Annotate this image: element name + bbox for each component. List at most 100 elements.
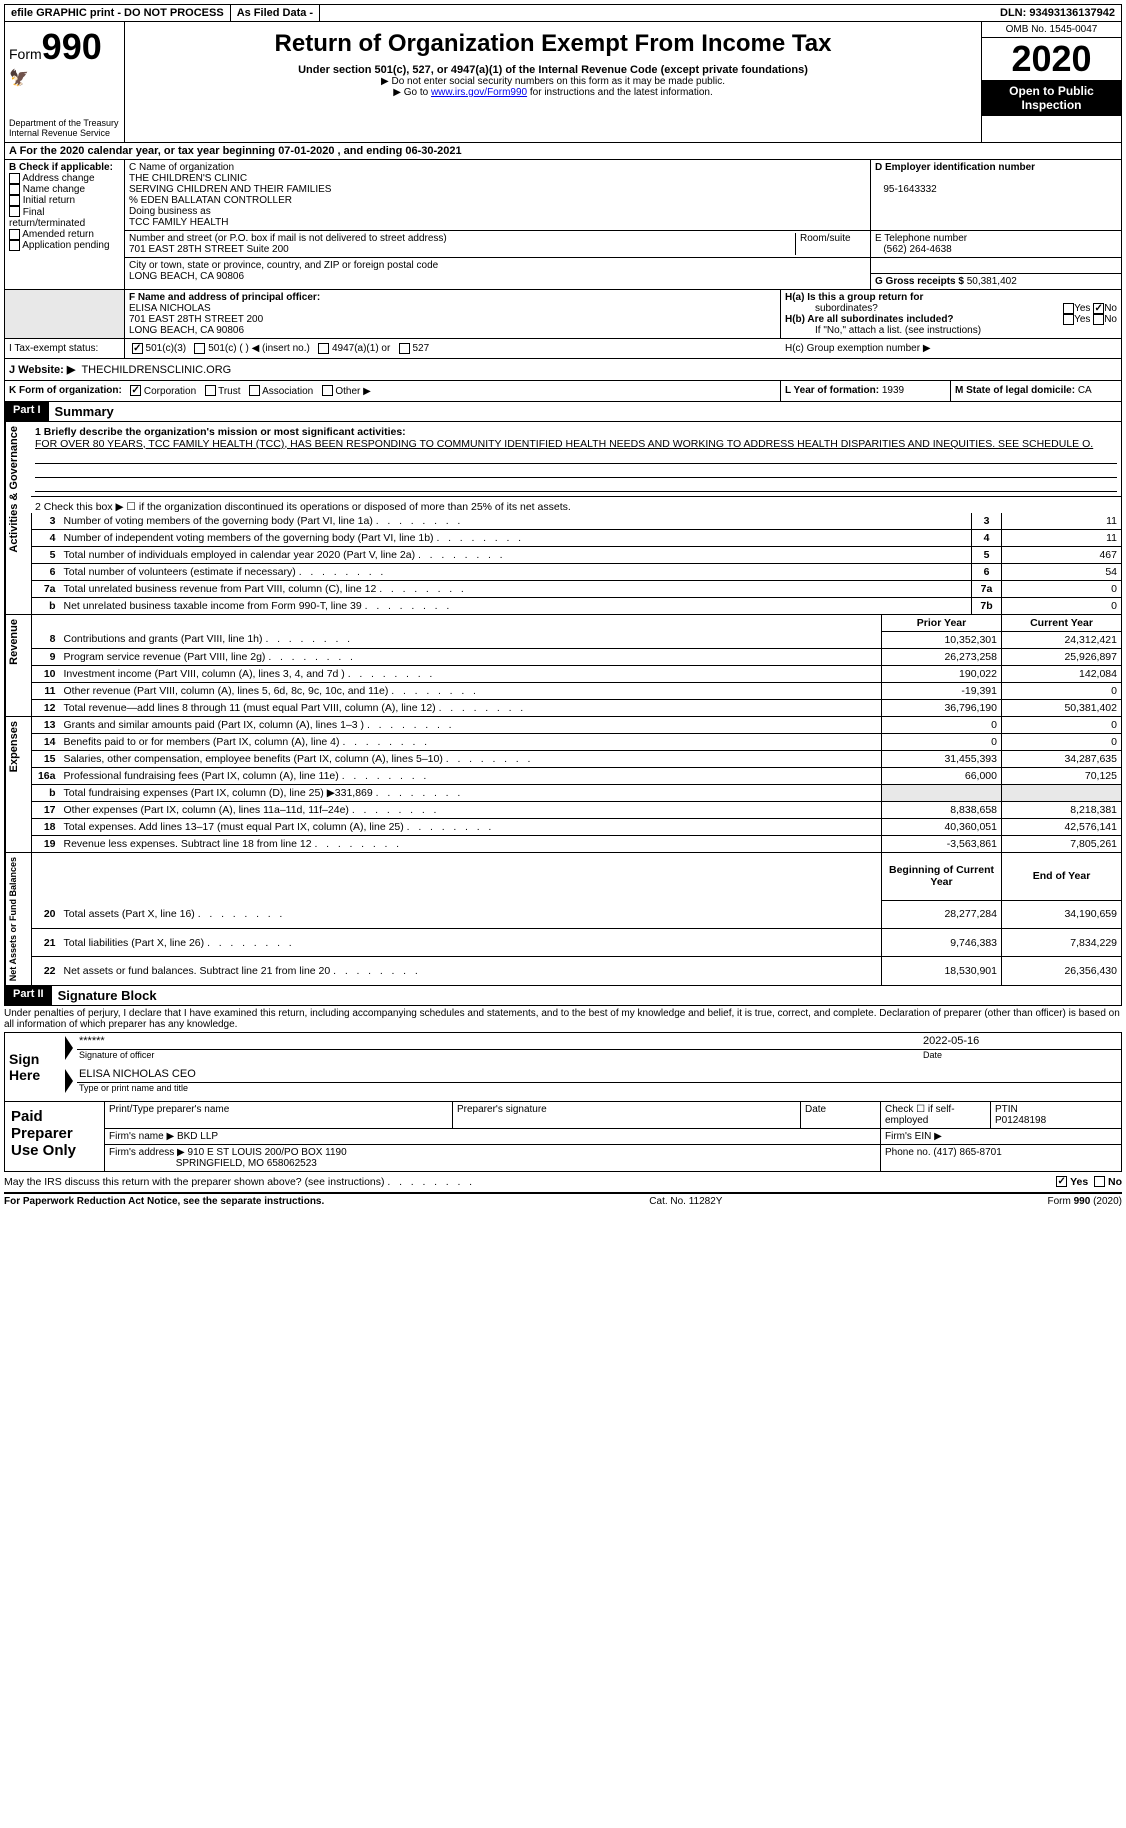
summary-row: 4 Number of independent voting members o… bbox=[32, 529, 1122, 546]
section-g: G Gross receipts $ 50,381,402 bbox=[871, 274, 1121, 290]
governance-table: 3 Number of voting members of the govern… bbox=[31, 513, 1122, 615]
part-i-tag: Part I bbox=[5, 402, 49, 421]
row-a-tax-year: A For the 2020 calendar year, or tax yea… bbox=[4, 143, 1122, 160]
discuss-yes-checkbox[interactable] bbox=[1056, 1176, 1067, 1187]
addr-line2: SPRINGFIELD, MO 658062523 bbox=[176, 1158, 317, 1169]
b-item-label: Initial return bbox=[23, 195, 75, 206]
phone-label: Phone no. bbox=[885, 1147, 931, 1158]
officer-name-title: ELISA NICHOLAS CEO bbox=[77, 1066, 1121, 1083]
i-options: 501(c)(3) 501(c) ( ) ◀ (insert no.) 4947… bbox=[125, 339, 781, 358]
i-checkbox[interactable] bbox=[318, 343, 329, 354]
b-checkbox[interactable] bbox=[9, 184, 20, 195]
ha-no-checkbox[interactable] bbox=[1093, 303, 1104, 314]
governance-label: Activities & Governance bbox=[5, 422, 31, 615]
col-header-row: Beginning of Current Year End of Year bbox=[32, 853, 1122, 901]
revenue-table: Prior Year Current Year 8 Contributions … bbox=[31, 615, 1122, 717]
goto-pre: ▶ Go to bbox=[393, 87, 431, 98]
ssn-note: ▶ Do not enter social security numbers o… bbox=[133, 76, 973, 87]
form-subtitle: Under section 501(c), 527, or 4947(a)(1)… bbox=[133, 64, 973, 76]
firm-ein: Firm's EIN ▶ bbox=[881, 1129, 1121, 1144]
b-checkbox[interactable] bbox=[9, 173, 20, 184]
street-label: Number and street (or P.O. box if mail i… bbox=[129, 233, 447, 244]
section-c-city: City or town, state or province, country… bbox=[125, 258, 871, 290]
b-item-label: Name change bbox=[23, 184, 85, 195]
discuss-no-checkbox[interactable] bbox=[1094, 1176, 1105, 1187]
m-label: M State of legal domicile: bbox=[955, 385, 1075, 396]
k-checkbox[interactable] bbox=[249, 385, 260, 396]
dba-label: Doing business as bbox=[129, 206, 211, 217]
part-ii-title: Signature Block bbox=[52, 986, 163, 1005]
b-checkbox[interactable] bbox=[9, 240, 20, 251]
revenue-label: Revenue bbox=[5, 615, 31, 717]
i-checkbox[interactable] bbox=[194, 343, 205, 354]
row-j: J Website: ▶ THECHILDRENSCLINIC.ORG bbox=[4, 359, 1122, 381]
gross-receipts: 50,381,402 bbox=[967, 276, 1017, 287]
prep-date-header: Date bbox=[801, 1102, 881, 1128]
open-inspection: Open to Public Inspection bbox=[982, 80, 1121, 116]
netassets-label: Net Assets or Fund Balances bbox=[5, 853, 31, 986]
website-value: THECHILDRENSCLINIC.ORG bbox=[81, 364, 231, 376]
i-checkbox[interactable] bbox=[132, 343, 143, 354]
ein-value: 95-1643332 bbox=[883, 184, 936, 195]
prep-selfemp-header: Check ☐ if self-employed bbox=[881, 1102, 991, 1128]
i-checkbox[interactable] bbox=[399, 343, 410, 354]
b-checkbox[interactable] bbox=[9, 229, 20, 240]
section-l: L Year of formation: 1939 bbox=[781, 381, 951, 400]
summary-row: 13 Grants and similar amounts paid (Part… bbox=[32, 717, 1122, 734]
b-item-label: Amended return bbox=[22, 229, 94, 240]
officer-city: LONG BEACH, CA 90806 bbox=[129, 325, 244, 336]
blank-cell bbox=[871, 258, 1121, 274]
org-name-1: THE CHILDREN'S CLINIC bbox=[129, 173, 247, 184]
goto-note: ▶ Go to www.irs.gov/Form990 for instruct… bbox=[133, 87, 973, 98]
b-checkbox[interactable] bbox=[9, 195, 20, 206]
summary-row: 14 Benefits paid to or for members (Part… bbox=[32, 733, 1122, 750]
hb-yes-checkbox[interactable] bbox=[1063, 314, 1074, 325]
line1-label: 1 Briefly describe the organization's mi… bbox=[35, 426, 406, 438]
discuss-text: May the IRS discuss this return with the… bbox=[4, 1176, 385, 1188]
expenses-table: 13 Grants and similar amounts paid (Part… bbox=[31, 717, 1122, 853]
k-checkbox[interactable] bbox=[205, 385, 216, 396]
form-header: Form990 🦅 Department of the Treasury Int… bbox=[4, 22, 1122, 143]
yes-label-2: Yes bbox=[1074, 314, 1090, 325]
dba-value: TCC FAMILY HEALTH bbox=[129, 217, 228, 228]
summary-row: 3 Number of voting members of the govern… bbox=[32, 513, 1122, 530]
perjury-statement: Under penalties of perjury, I declare th… bbox=[4, 1006, 1122, 1032]
form-title: Return of Organization Exempt From Incom… bbox=[133, 30, 973, 58]
b-checkbox[interactable] bbox=[9, 206, 20, 217]
city-label: City or town, state or province, country… bbox=[129, 260, 438, 271]
row-klm: K Form of organization: Corporation Trus… bbox=[4, 381, 1122, 401]
blank-line bbox=[35, 464, 1117, 478]
netassets-table: Beginning of Current Year End of Year 20… bbox=[31, 853, 1122, 986]
prep-ptin-cell: PTIN P01248198 bbox=[991, 1102, 1121, 1128]
prep-sig-header: Preparer's signature bbox=[453, 1102, 801, 1128]
omb-number: OMB No. 1545-0047 bbox=[982, 22, 1121, 38]
cat-number: Cat. No. 11282Y bbox=[649, 1196, 722, 1207]
hc-label: H(c) Group exemption number ▶ bbox=[781, 339, 1121, 358]
g-label: G Gross receipts $ bbox=[875, 276, 964, 287]
hb-no-checkbox[interactable] bbox=[1093, 314, 1104, 325]
summary-row: 20 Total assets (Part X, line 16) 28,277… bbox=[32, 900, 1122, 928]
k-checkbox[interactable] bbox=[130, 385, 141, 396]
section-f: F Name and address of principal officer:… bbox=[125, 290, 781, 338]
section-d: D Employer identification number 95-1643… bbox=[871, 160, 1121, 231]
org-info-grid: B Check if applicable: Address change Na… bbox=[4, 160, 1122, 290]
summary-row: 18 Total expenses. Add lines 13–17 (must… bbox=[32, 818, 1122, 835]
section-k: K Form of organization: Corporation Trus… bbox=[5, 381, 781, 400]
ha-yes-checkbox[interactable] bbox=[1063, 303, 1074, 314]
street-value: 701 EAST 28TH STREET Suite 200 bbox=[129, 244, 289, 255]
efile-notice: efile GRAPHIC print - DO NOT PROCESS bbox=[5, 5, 231, 21]
row-i: I Tax-exempt status: 501(c)(3) 501(c) ( … bbox=[4, 339, 1122, 359]
i-label: I Tax-exempt status: bbox=[5, 339, 125, 358]
sig-date: 2022-05-16 bbox=[921, 1033, 1121, 1049]
addr-line1: 910 E ST LOUIS 200/PO BOX 1190 bbox=[188, 1147, 347, 1158]
formation-year: 1939 bbox=[882, 385, 904, 396]
k-checkbox[interactable] bbox=[322, 385, 333, 396]
part-i-title: Summary bbox=[49, 402, 120, 421]
part-ii-tag: Part II bbox=[5, 986, 52, 1005]
summary-body: Activities & Governance 1 Briefly descri… bbox=[4, 422, 1122, 615]
footer: For Paperwork Reduction Act Notice, see … bbox=[4, 1194, 1122, 1209]
summary-row: 11 Other revenue (Part VIII, column (A),… bbox=[32, 682, 1122, 699]
ptin-value: P01248198 bbox=[995, 1115, 1046, 1126]
b-label: B Check if applicable: bbox=[9, 162, 113, 173]
irs-link[interactable]: www.irs.gov/Form990 bbox=[431, 87, 527, 98]
